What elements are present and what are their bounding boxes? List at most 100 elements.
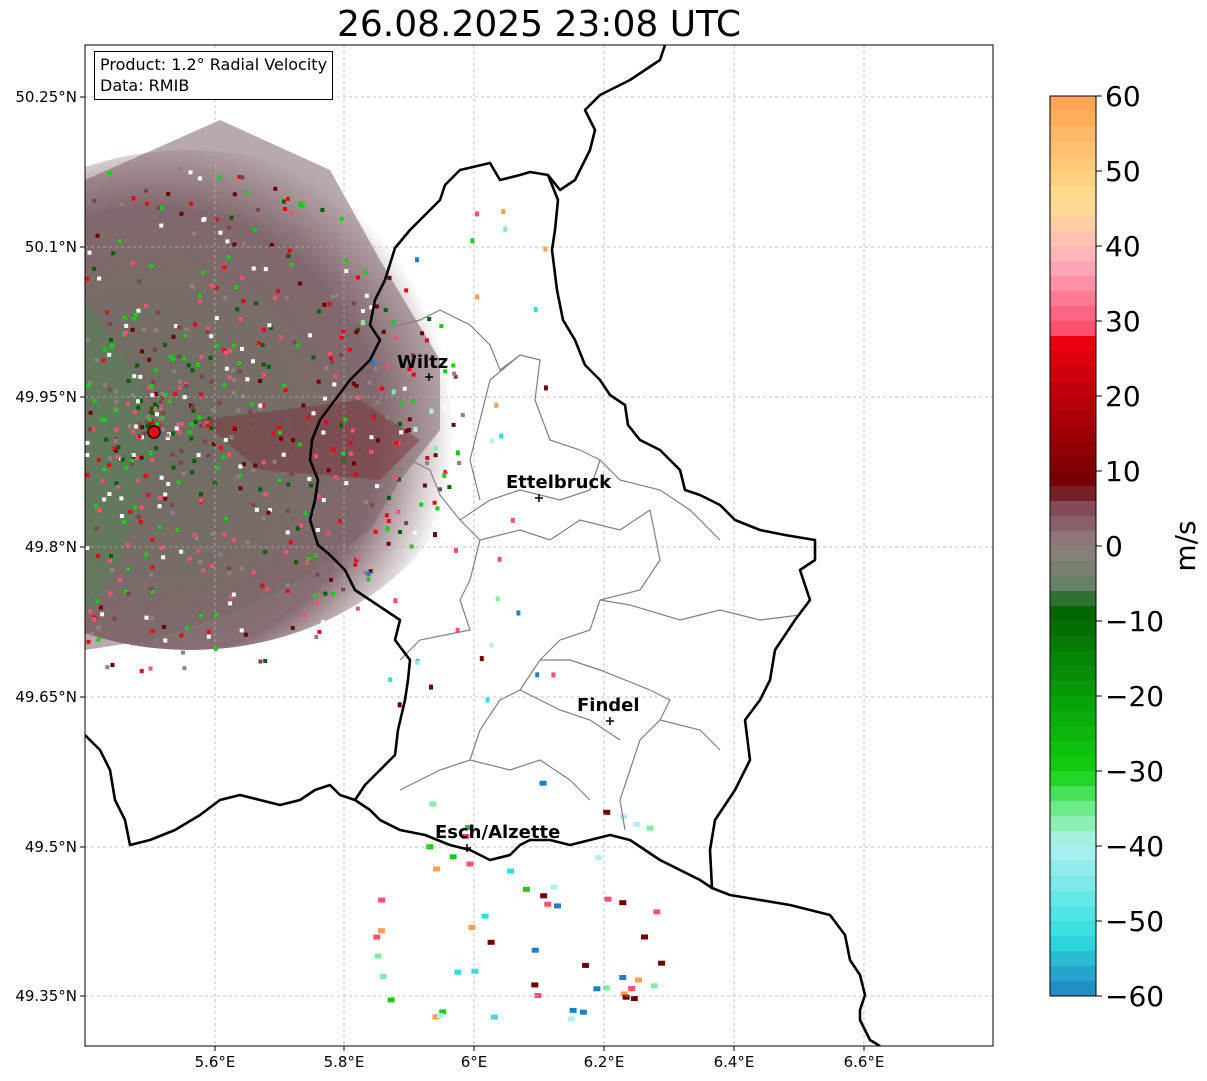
radar-echo-pixel (245, 377, 250, 382)
radar-echo-pixel (371, 359, 375, 365)
radar-echo-pixel (371, 414, 376, 419)
radar-echo-pixel (427, 317, 432, 321)
radar-echo-pixel (543, 385, 548, 391)
radar-echo-pixel (150, 565, 155, 570)
radar-echo-pixel (92, 617, 96, 622)
radar-echo-pixel (95, 598, 100, 603)
radar-echo-pixel (179, 633, 184, 638)
radar-echo-pixel (209, 334, 214, 339)
radar-echo-pixel (223, 295, 227, 300)
radar-echo-pixel (190, 368, 195, 373)
radar-echo-pixel (620, 991, 628, 997)
colorbar-tick-label: 0 (1105, 530, 1123, 563)
radar-echo-pixel (188, 201, 193, 206)
radar-echo-pixel (399, 402, 403, 407)
radar-echo-pixel (136, 405, 141, 410)
radar-echo-pixel (495, 596, 500, 602)
radar-echo-pixel (110, 344, 115, 349)
radar-echo-pixel (404, 429, 409, 433)
radar-echo-pixel (107, 387, 112, 392)
radar-echo-pixel (87, 250, 92, 255)
lat-tick-label: 50.25°N (15, 88, 77, 106)
radar-site-marker (147, 425, 161, 439)
radar-echo-pixel (120, 457, 125, 462)
radar-echo-pixel (635, 977, 643, 983)
radar-echo-pixel (261, 362, 266, 367)
radar-echo-pixel (353, 472, 358, 477)
radar-echo-pixel (622, 994, 630, 1000)
radar-echo-pixel (119, 202, 124, 207)
radar-echo-pixel (231, 368, 235, 373)
radar-echo-pixel (454, 547, 458, 553)
radar-echo-pixel (313, 553, 318, 558)
radar-echo-pixel (429, 801, 437, 807)
radar-echo-pixel (375, 400, 380, 405)
radar-echo-pixel (490, 1014, 498, 1020)
radar-echo-pixel (209, 426, 214, 430)
radar-echo-pixel (92, 199, 97, 204)
radar-echo-pixel (286, 453, 291, 457)
radar-echo-pixel (131, 196, 136, 201)
radar-echo-pixel (367, 381, 372, 385)
radar-echo-pixel (149, 386, 154, 391)
radar-echo-pixel (109, 337, 113, 342)
radar-echo-pixel (582, 962, 590, 968)
radar-echo-pixel (189, 470, 194, 475)
radar-echo-pixel (131, 455, 136, 460)
radar-echo-pixel (113, 448, 118, 453)
radar-echo-pixel (198, 560, 203, 565)
radar-echo-pixel (324, 420, 328, 425)
radar-echo-pixel (341, 451, 345, 456)
colorbar-segment (1050, 516, 1096, 532)
lat-tick-label: 49.5°N (25, 838, 77, 856)
radar-echo-pixel (244, 190, 249, 195)
radar-echo-pixel (159, 475, 164, 480)
radar-echo-pixel (433, 866, 441, 872)
radar-echo-pixel (222, 382, 227, 387)
radar-echo-pixel (206, 634, 211, 639)
data-source-label: Data: RMIB (100, 76, 190, 95)
radar-echo-pixel (144, 188, 149, 193)
radar-echo-pixel (507, 868, 515, 874)
radar-echo-pixel (435, 506, 440, 511)
radar-echo-pixel (184, 383, 189, 388)
radar-echo-pixel (160, 396, 165, 400)
radar-echo-pixel (485, 697, 490, 703)
radar-echo-pixel (112, 446, 117, 451)
radar-echo-pixel (494, 402, 499, 408)
radar-echo-pixel (163, 496, 168, 501)
radar-echo-pixel (331, 294, 336, 299)
radar-echo-pixel (94, 358, 99, 363)
radar-echo-pixel (187, 430, 192, 435)
colorbar-segment (1050, 276, 1096, 292)
radar-echo-pixel (226, 566, 231, 571)
radar-echo-pixel (107, 492, 112, 496)
radar-echo-pixel (277, 430, 282, 435)
radar-echo-pixel (339, 352, 344, 357)
radar-echo-pixel (140, 435, 144, 440)
radar-echo-pixel (330, 359, 335, 364)
radar-echo-pixel (363, 500, 368, 504)
radar-echo-pixel (161, 555, 166, 560)
radar-echo-pixel (290, 626, 295, 631)
radar-echo-pixel (124, 465, 129, 470)
radar-echo-pixel (134, 424, 139, 429)
colorbar-segment (1050, 846, 1096, 862)
radar-echo-pixel (363, 570, 368, 575)
colorbar-unit-label: m/s (1169, 520, 1202, 571)
radar-echo-pixel (489, 642, 494, 648)
colorbar-segment (1050, 381, 1096, 397)
colorbar-segment (1050, 801, 1096, 817)
radar-echo-pixel (199, 374, 204, 379)
radar-echo-pixel (398, 530, 402, 534)
colorbar-segment (1050, 171, 1096, 187)
colorbar-segment (1050, 471, 1096, 487)
radar-echo-pixel (241, 462, 246, 467)
radar-echo-pixel (218, 552, 223, 557)
radar-echo-pixel (147, 357, 152, 362)
radar-echo-pixel (149, 587, 154, 592)
radar-echo-pixel (210, 532, 215, 536)
radar-echo-pixel (333, 475, 338, 480)
radar-echo-pixel (149, 383, 154, 388)
colorbar-segment (1050, 321, 1096, 337)
